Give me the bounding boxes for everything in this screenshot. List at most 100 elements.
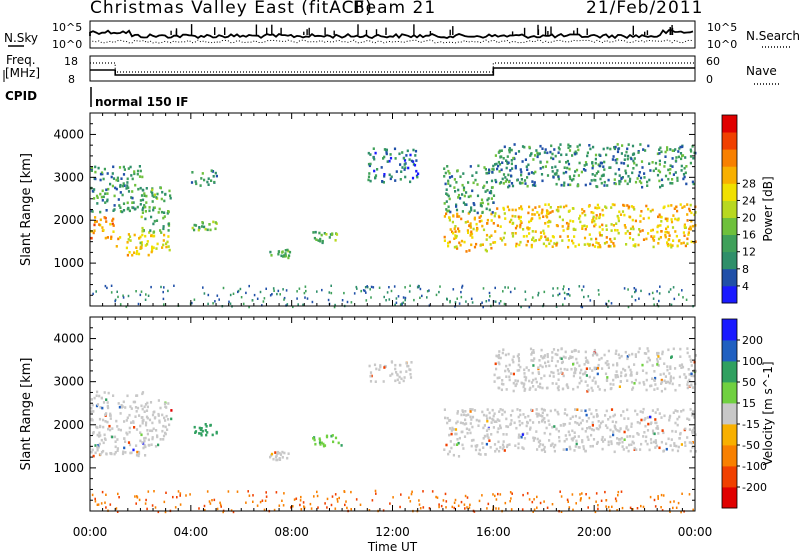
data-cell [130, 421, 133, 424]
data-cell [633, 446, 636, 450]
data-cell [666, 225, 669, 229]
data-cell [539, 414, 542, 417]
data-cell [169, 194, 172, 197]
data-cell [536, 437, 539, 441]
data-cell [627, 154, 630, 158]
data-cell [610, 229, 613, 232]
data-cell [573, 431, 576, 434]
data-cell [622, 162, 626, 165]
data-cell [688, 428, 691, 431]
data-cell [653, 432, 656, 436]
data-cell [460, 500, 463, 504]
data-cell [143, 204, 146, 207]
data-cell [688, 378, 691, 382]
data-cell [669, 288, 672, 291]
data-cell [546, 353, 549, 356]
data-cell [538, 359, 541, 362]
data-cell [619, 213, 623, 216]
data-cell [446, 209, 449, 213]
data-cell [603, 242, 607, 245]
data-cell [447, 244, 450, 248]
data-cell [623, 417, 626, 420]
data-cell [529, 347, 533, 351]
data-cell [409, 500, 412, 503]
data-cell [473, 203, 476, 207]
data-cell [630, 205, 634, 208]
data-cell [113, 194, 116, 198]
data-cell [98, 442, 101, 446]
data-cell [561, 360, 564, 364]
data-cell [448, 427, 452, 430]
data-cell [495, 162, 498, 166]
data-cell [151, 249, 154, 252]
data-cell [536, 211, 539, 214]
data-cell [326, 506, 328, 509]
data-cell [632, 508, 634, 511]
data-cell [603, 438, 606, 441]
data-cell [383, 173, 386, 176]
data-cell [375, 367, 378, 371]
data-cell [114, 299, 116, 303]
data-cell [488, 291, 491, 295]
data-cell [445, 212, 448, 216]
data-cell [686, 213, 689, 216]
data-cell [546, 160, 549, 164]
data-cell [283, 451, 286, 455]
data-cell [419, 507, 422, 510]
data-cell [523, 368, 526, 372]
data-cell [660, 230, 663, 233]
data-cell [510, 159, 513, 162]
data-cell [133, 172, 136, 176]
data-cell [679, 203, 682, 206]
data-cell [465, 250, 468, 253]
data-cell [540, 348, 543, 352]
data-cell [584, 213, 587, 217]
colorbar-tick-label: -50 [742, 439, 760, 452]
data-cell [585, 493, 587, 496]
data-cell [286, 248, 289, 252]
data-cell [562, 374, 565, 378]
data-cell [152, 427, 155, 431]
data-cell [229, 302, 232, 305]
data-cell [580, 170, 583, 174]
colorbar-frame [721, 318, 738, 509]
data-cell [626, 229, 629, 233]
data-cell [645, 352, 648, 355]
data-cell [102, 229, 105, 232]
data-cell [659, 224, 662, 227]
data-cell [634, 180, 638, 184]
data-cell [571, 438, 574, 442]
colorbar-swatch [722, 115, 737, 133]
data-cell [450, 432, 453, 436]
data-cell [605, 153, 608, 157]
data-cell [656, 290, 658, 293]
data-cell [485, 233, 489, 237]
data-cell [167, 222, 170, 226]
data-cell [388, 173, 391, 177]
data-cell [549, 150, 552, 154]
data-cell [613, 203, 616, 207]
data-cell [286, 456, 289, 460]
data-cell [572, 241, 575, 245]
data-cell [556, 241, 559, 245]
data-cell [551, 210, 554, 213]
data-cell [546, 238, 550, 242]
data-cell [555, 305, 558, 308]
data-cell [482, 446, 485, 449]
data-cell [555, 182, 558, 186]
data-cell [126, 201, 129, 205]
data-cell [144, 445, 147, 449]
data-cell [450, 446, 453, 450]
data-cell [651, 237, 655, 240]
data-cell [514, 379, 517, 382]
data-cell [161, 190, 164, 194]
data-cell [403, 163, 406, 166]
data-cell [591, 243, 594, 247]
data-cell [105, 188, 108, 192]
data-cell [593, 376, 596, 380]
data-cell [553, 148, 556, 151]
data-cell [449, 301, 451, 304]
data-cell [685, 298, 688, 301]
data-cell [229, 293, 232, 297]
data-cell [488, 170, 491, 173]
